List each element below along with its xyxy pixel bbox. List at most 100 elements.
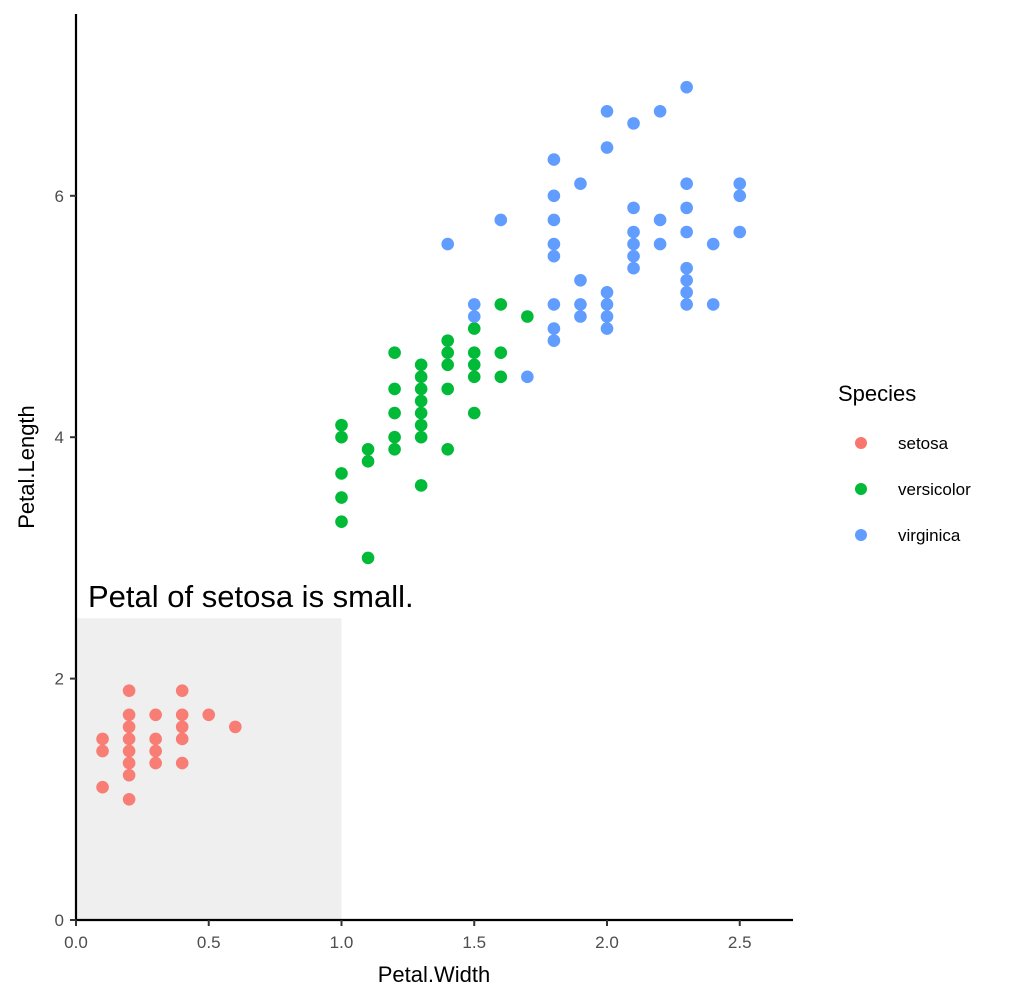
point-versicolor bbox=[494, 370, 508, 384]
point-virginica bbox=[547, 334, 561, 347]
point-virginica bbox=[600, 322, 614, 335]
point-versicolor bbox=[467, 406, 481, 420]
point-setosa bbox=[229, 720, 242, 734]
point-versicolor bbox=[361, 442, 375, 456]
point-virginica bbox=[627, 225, 640, 239]
point-versicolor bbox=[388, 346, 401, 360]
point-setosa bbox=[122, 768, 136, 782]
point-virginica bbox=[653, 105, 667, 118]
point-setosa bbox=[175, 732, 189, 746]
point-versicolor bbox=[521, 310, 534, 323]
point-virginica bbox=[627, 237, 640, 251]
point-versicolor bbox=[388, 442, 401, 456]
point-virginica bbox=[467, 298, 481, 311]
point-virginica bbox=[574, 273, 587, 287]
point-versicolor bbox=[494, 346, 508, 360]
y-tick-label: 4 bbox=[55, 428, 64, 447]
x-tick-label: 0.5 bbox=[197, 933, 221, 952]
point-versicolor bbox=[361, 551, 375, 565]
y-tick-label: 6 bbox=[55, 187, 64, 206]
point-virginica bbox=[547, 322, 561, 335]
point-versicolor bbox=[388, 406, 401, 420]
point-virginica bbox=[706, 298, 720, 311]
point-setosa bbox=[149, 732, 162, 746]
legend-key-virginica bbox=[855, 529, 867, 541]
point-virginica bbox=[627, 261, 640, 275]
point-setosa bbox=[122, 732, 136, 746]
point-versicolor bbox=[388, 430, 401, 444]
point-versicolor bbox=[467, 358, 481, 372]
point-setosa bbox=[175, 720, 189, 734]
point-virginica bbox=[680, 225, 693, 239]
point-versicolor bbox=[414, 394, 428, 408]
x-axis-ticks: 0.0 0.5 1.0 1.5 2.0 2.5 bbox=[64, 920, 752, 952]
point-virginica bbox=[574, 310, 587, 323]
x-tick-label: 1.5 bbox=[462, 933, 486, 952]
x-axis-title: Petal.Width bbox=[378, 962, 491, 987]
legend-title: Species bbox=[838, 381, 916, 406]
legend-key-setosa bbox=[855, 437, 867, 449]
point-versicolor bbox=[467, 322, 481, 335]
point-virginica bbox=[547, 237, 561, 251]
point-virginica bbox=[733, 177, 747, 191]
point-versicolor bbox=[414, 358, 428, 372]
point-versicolor bbox=[335, 467, 348, 480]
point-virginica bbox=[680, 261, 693, 275]
point-setosa bbox=[175, 756, 189, 770]
point-setosa bbox=[122, 684, 136, 697]
point-setosa bbox=[122, 793, 136, 806]
point-virginica bbox=[733, 189, 747, 203]
point-versicolor bbox=[467, 370, 481, 384]
point-versicolor bbox=[441, 442, 455, 456]
point-setosa bbox=[202, 708, 216, 722]
point-virginica bbox=[653, 213, 667, 227]
point-versicolor bbox=[414, 418, 428, 432]
point-versicolor bbox=[467, 346, 481, 360]
point-setosa bbox=[175, 684, 189, 697]
point-setosa bbox=[122, 744, 136, 758]
point-virginica bbox=[680, 286, 693, 299]
point-virginica bbox=[680, 177, 693, 191]
point-virginica bbox=[680, 298, 693, 311]
point-virginica bbox=[467, 310, 481, 323]
point-setosa bbox=[122, 720, 136, 734]
point-versicolor bbox=[335, 418, 348, 432]
point-virginica bbox=[547, 189, 561, 203]
point-virginica bbox=[547, 249, 561, 263]
x-tick-label: 2.0 bbox=[595, 933, 619, 952]
point-virginica bbox=[574, 177, 587, 191]
point-virginica bbox=[706, 237, 720, 251]
y-axis-ticks: 0 2 4 6 bbox=[55, 187, 76, 930]
point-versicolor bbox=[335, 430, 348, 444]
legend: Species setosa versicolor virginica bbox=[838, 381, 971, 545]
point-virginica bbox=[680, 80, 693, 94]
point-virginica bbox=[627, 117, 640, 130]
y-axis-title: Petal.Length bbox=[14, 405, 39, 529]
point-setosa bbox=[175, 708, 189, 722]
point-virginica bbox=[627, 201, 640, 215]
x-tick-label: 0.0 bbox=[64, 933, 88, 952]
point-setosa bbox=[122, 756, 136, 770]
setosa-highlight-rect bbox=[76, 618, 342, 920]
point-virginica bbox=[680, 201, 693, 215]
legend-label-setosa: setosa bbox=[898, 434, 949, 453]
point-virginica bbox=[521, 370, 534, 384]
point-virginica bbox=[600, 298, 614, 311]
point-virginica bbox=[547, 153, 561, 166]
point-virginica bbox=[600, 310, 614, 323]
x-tick-label: 2.5 bbox=[728, 933, 752, 952]
x-tick-label: 1.0 bbox=[330, 933, 354, 952]
legend-label-versicolor: versicolor bbox=[898, 480, 971, 499]
point-versicolor bbox=[414, 406, 428, 420]
point-setosa bbox=[96, 744, 109, 758]
point-versicolor bbox=[335, 515, 348, 528]
point-virginica bbox=[574, 298, 587, 311]
point-versicolor bbox=[441, 358, 455, 372]
point-versicolor bbox=[414, 370, 428, 384]
point-versicolor bbox=[414, 382, 428, 396]
point-virginica bbox=[547, 213, 561, 227]
point-versicolor bbox=[441, 334, 455, 347]
legend-key-versicolor bbox=[855, 483, 867, 495]
y-tick-label: 0 bbox=[55, 911, 64, 930]
